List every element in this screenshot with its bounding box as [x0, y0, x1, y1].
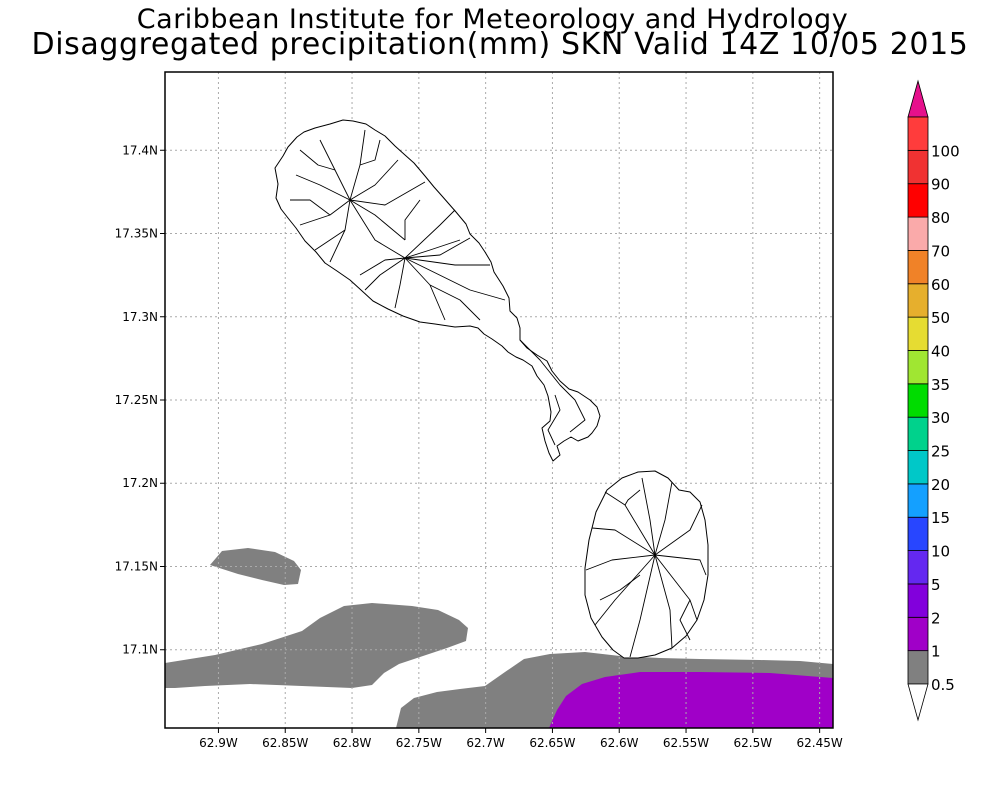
map-title-line-1: Caribbean Institute for Meteorology and … — [136, 4, 849, 35]
colorbar-label: 5 — [931, 576, 941, 594]
colorbar-segment — [907, 516, 929, 551]
colorbar-label: 90 — [931, 176, 950, 194]
colorbar-label: 2 — [931, 609, 941, 627]
colorbar-label: 0.5 — [931, 676, 955, 694]
lat-tick-label: 17.3N — [122, 310, 158, 324]
lat-tick-label: 17.25N — [115, 393, 158, 407]
colorbar-label: 80 — [931, 209, 950, 227]
lon-tick-label: 62.65W — [529, 736, 575, 750]
colorbar-segment — [907, 283, 929, 318]
lat-tick-label: 17.15N — [115, 559, 158, 573]
lon-tick-label: 62.75W — [396, 736, 442, 750]
st-kitts-watersheds — [290, 129, 586, 446]
lat-tick-label: 17.1N — [122, 643, 158, 657]
colorbar-segment — [907, 216, 929, 251]
nevis-watersheds — [585, 477, 707, 658]
colorbar-segment — [907, 383, 929, 418]
lat-tick-label: 17.2N — [122, 476, 158, 490]
colorbar-label: 25 — [931, 443, 950, 461]
colorbar-segment — [907, 250, 929, 285]
colorbar-segment — [907, 550, 929, 585]
colorbar-label: 1 — [931, 643, 941, 661]
map-title-line-2: Disaggregated precipitation(mm) SKN Vali… — [31, 27, 969, 62]
st-kitts-island — [274, 119, 601, 462]
precipitation-layer — [165, 548, 833, 728]
colorbar-segment — [907, 450, 929, 485]
colorbar-label: 10 — [931, 543, 950, 561]
longitude-axis: 62.9W 62.85W 62.8W 62.75W 62.7W 62.65W 62.6W 62… — [199, 728, 843, 750]
colorbar-label: 15 — [931, 509, 950, 527]
precip-region-west-large — [165, 603, 468, 688]
st-kitts-coastline — [274, 119, 601, 462]
colorbar-top-arrow — [907, 79, 929, 118]
map-plot-area — [164, 71, 834, 729]
lat-tick-label: 17.4N — [122, 143, 158, 157]
lat-tick-label: 17.35N — [115, 227, 158, 241]
lon-tick-label: 62.85W — [262, 736, 308, 750]
lon-tick-label: 62.5W — [734, 736, 773, 750]
colorbar-segment — [907, 616, 929, 652]
lon-tick-label: 62.45W — [797, 736, 843, 750]
colorbar-label: 100 — [931, 142, 960, 160]
colorbar-label: 70 — [931, 242, 950, 260]
nevis-island — [584, 470, 709, 659]
colorbar-segment — [907, 183, 929, 218]
colorbar-segment — [907, 416, 929, 451]
lon-tick-label: 62.6W — [600, 736, 639, 750]
colorbar-segment — [907, 583, 929, 618]
colorbar-label: 20 — [931, 476, 950, 494]
precip-region-south-purple — [549, 672, 833, 728]
colorbar-label: 60 — [931, 276, 950, 294]
colorbar-segment — [907, 650, 929, 685]
colorbar-label: 50 — [931, 309, 950, 327]
colorbar-bottom-arrow — [907, 683, 929, 722]
lon-tick-label: 62.7W — [466, 736, 505, 750]
lon-tick-label: 62.8W — [333, 736, 372, 750]
map-grid — [165, 72, 833, 728]
lon-tick-label: 62.55W — [663, 736, 709, 750]
lon-tick-label: 62.9W — [199, 736, 238, 750]
colorbar-segment — [907, 116, 929, 151]
colorbar-label: 35 — [931, 376, 950, 394]
colorbar-label: 40 — [931, 342, 950, 360]
latitude-axis: 17.4N 17.35N 17.3N 17.25N 17.2N 17.15N 17.1N — [115, 143, 165, 657]
colorbar-segment — [907, 149, 929, 185]
colorbar-segment — [907, 350, 929, 385]
colorbar-label: 30 — [931, 409, 950, 427]
colorbar-segment — [907, 316, 929, 351]
colorbar-segment — [907, 483, 929, 518]
